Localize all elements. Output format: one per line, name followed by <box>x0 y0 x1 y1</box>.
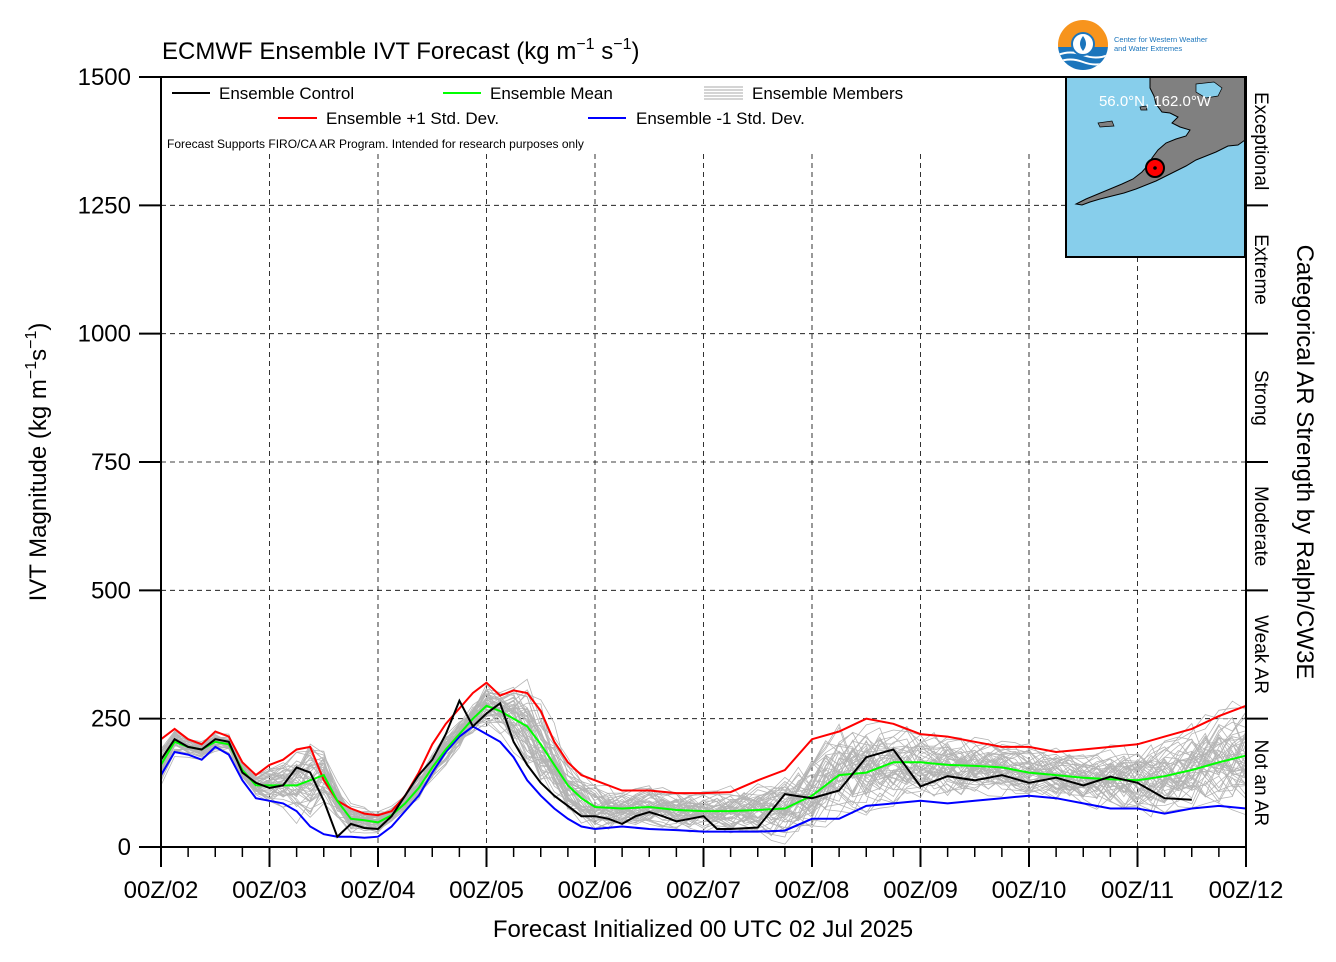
legend-label-minus-std: Ensemble -1 Std. Dev. <box>636 109 805 128</box>
y-axis-label: IVT Magnitude (kg m−1s−1) <box>23 323 52 602</box>
y-tick-label: 1250 <box>78 192 131 219</box>
member-line <box>161 689 1246 825</box>
map-landmass <box>1074 77 1245 206</box>
x-tick-label: 00Z/11 <box>1101 877 1174 904</box>
member-line <box>161 686 1246 828</box>
legend-label-plus-std: Ensemble +1 Std. Dev. <box>326 109 499 128</box>
category-label: Strong <box>1250 370 1271 426</box>
y-tick-label: 0 <box>118 834 131 861</box>
series-plus-std-line <box>161 681 1246 817</box>
category-label: Not an AR <box>1250 740 1271 827</box>
grid <box>161 77 1246 847</box>
member-line <box>161 693 1246 829</box>
series-lines <box>161 681 1246 839</box>
series-control-line <box>161 698 1192 839</box>
ar-category-axis: Not an AR Weak AR Moderate Strong Extreme Exc… <box>1246 92 1271 826</box>
member-line <box>161 703 1246 834</box>
x-axis-label: Forecast Initialized 00 UTC 02 Jul 2025 <box>493 916 913 943</box>
legend-label-members: Ensemble Members <box>752 84 903 103</box>
category-label: Exceptional <box>1250 92 1271 190</box>
map-coordinate-label: 56.0°N, 162.0°W <box>1099 93 1212 110</box>
member-line <box>161 718 1246 830</box>
x-tick-label: 00Z/08 <box>775 877 850 904</box>
series-mean-line <box>161 704 1246 824</box>
category-label: Extreme <box>1250 234 1271 305</box>
y-tick-label: 250 <box>91 706 131 733</box>
x-tick-label: 00Z/04 <box>341 877 416 904</box>
logo-text-line2: and Water Extremes <box>1114 44 1182 53</box>
disclaimer-note: Forecast Supports FIRO/CA AR Program. In… <box>167 137 584 151</box>
x-tick-label: 00Z/03 <box>232 877 307 904</box>
x-tick-label: 00Z/06 <box>558 877 633 904</box>
series-minus-std-line <box>161 725 1246 839</box>
y-tick-label: 1000 <box>78 321 131 348</box>
legend-swatch-members <box>704 86 743 100</box>
category-label: Weak AR <box>1250 615 1271 694</box>
y-axis: 0 250 500 750 1000 1250 1500 <box>78 64 161 861</box>
right-axis-label: Categorical AR Strength by Ralph/CW3E <box>1291 245 1318 680</box>
inset-map: 56.0°N, 162.0°W <box>1065 76 1246 258</box>
x-axis: 00Z/02 00Z/03 00Z/04 00Z/05 00Z/06 00Z/07 00Z/… <box>124 847 1284 904</box>
x-tick-label: 00Z/07 <box>666 877 741 904</box>
x-tick-label: 00Z/09 <box>883 877 958 904</box>
x-tick-label: 00Z/12 <box>1209 877 1284 904</box>
logo-text-line1: Center for Western Weather <box>1114 35 1208 44</box>
legend-label-control: Ensemble Control <box>219 84 354 103</box>
x-tick-label: 00Z/05 <box>449 877 524 904</box>
category-label: Moderate <box>1250 486 1271 566</box>
cw3e-logo: Center for Western Weather and Water Ext… <box>1058 20 1208 70</box>
legend-label-mean: Ensemble Mean <box>490 84 613 103</box>
y-tick-label: 750 <box>91 449 131 476</box>
legend: Ensemble Control Ensemble Mean Ensemble … <box>172 84 903 128</box>
y-tick-label: 1500 <box>78 64 131 91</box>
chart-title: ECMWF Ensemble IVT Forecast (kg m−1 s−1) <box>162 36 639 65</box>
y-tick-label: 500 <box>91 577 131 604</box>
x-tick-label: 00Z/10 <box>992 877 1067 904</box>
x-tick-label: 00Z/02 <box>124 877 199 904</box>
